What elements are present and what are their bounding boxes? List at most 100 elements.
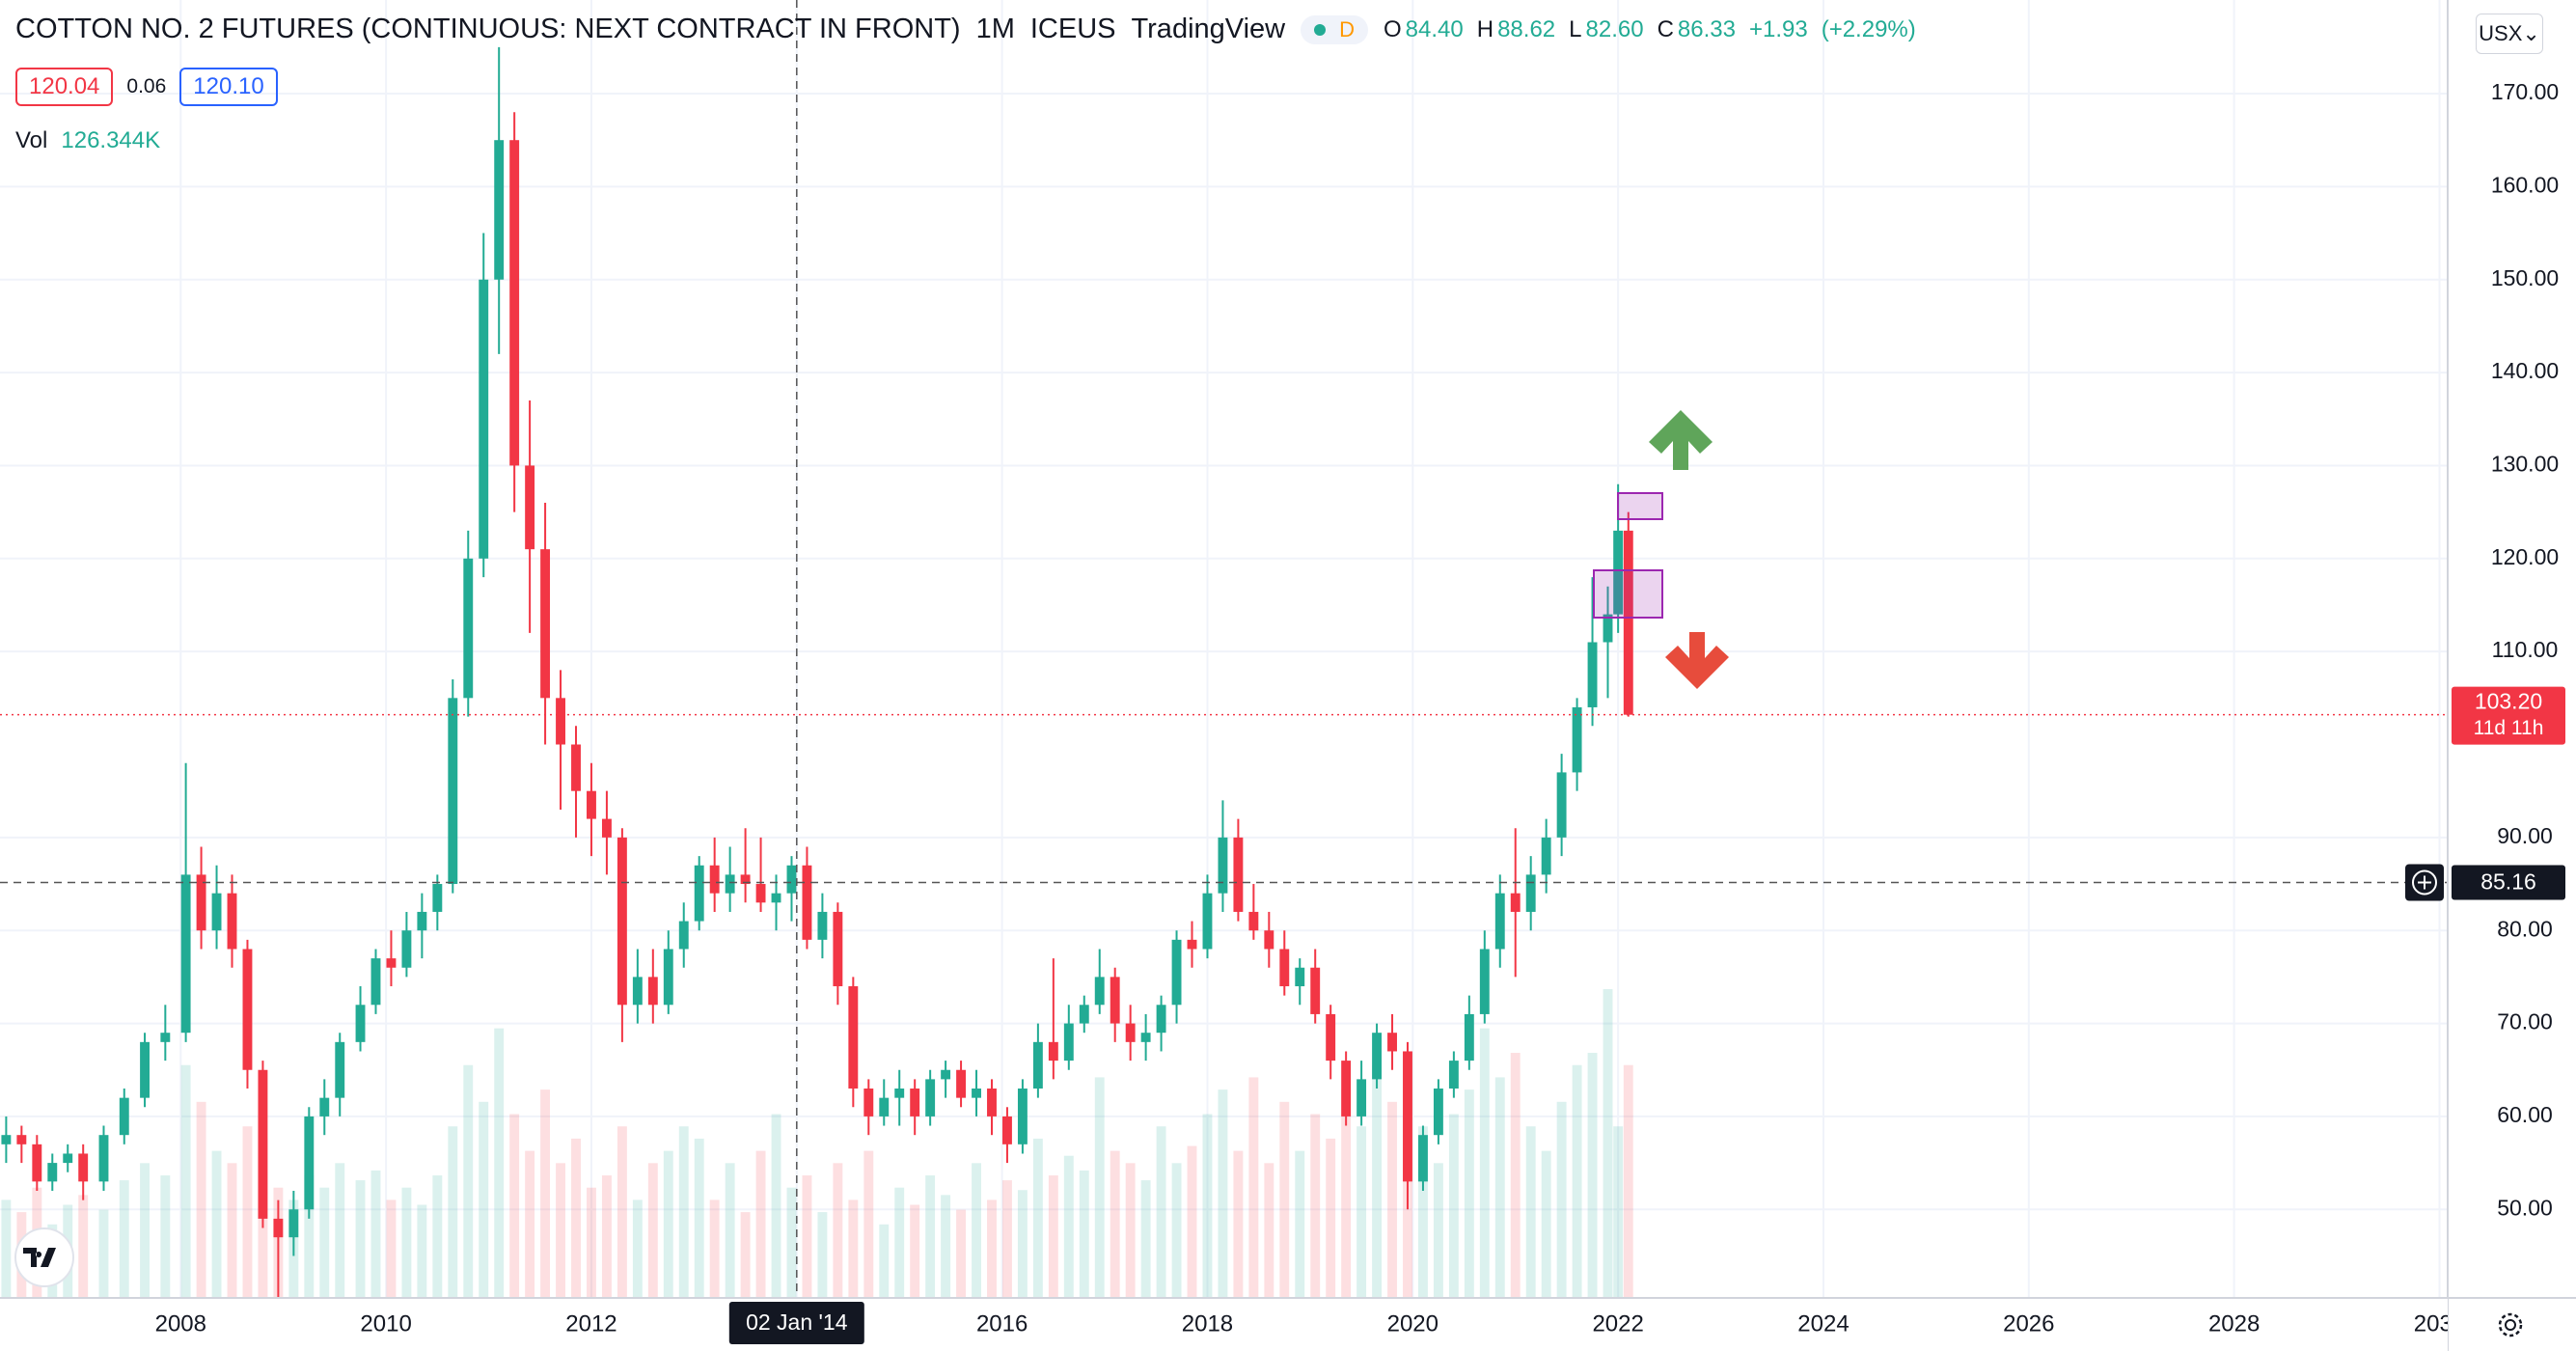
- y-tick-label: 160.00: [2491, 172, 2559, 197]
- candle-body: [771, 893, 781, 903]
- crosshair-price-tag: [2452, 865, 2565, 900]
- volume-bar: [525, 1150, 535, 1298]
- y-tick-label: 150.00: [2491, 265, 2559, 290]
- volume-bar: [1279, 1101, 1290, 1298]
- candle-body: [509, 140, 520, 466]
- volume-bar: [140, 1163, 150, 1298]
- volume-bar: [1171, 1163, 1182, 1298]
- candle-body: [1187, 939, 1197, 950]
- volume-bar: [925, 1175, 936, 1298]
- buy-button[interactable]: 120.10: [179, 68, 278, 106]
- volume-bar: [755, 1150, 766, 1298]
- candle-body: [740, 874, 751, 885]
- volume-bar: [355, 1180, 366, 1298]
- volume-bar: [1479, 1028, 1490, 1298]
- candle-body: [1218, 837, 1228, 894]
- volume-bar: [1418, 1126, 1428, 1298]
- candle-body: [32, 1144, 42, 1182]
- volume-bar: [1603, 989, 1613, 1298]
- volume-bar: [1063, 1155, 1074, 1298]
- volume-bar: [1572, 1064, 1582, 1298]
- session-badge[interactable]: D: [1301, 14, 1368, 44]
- candle-body: [709, 865, 720, 894]
- candle-body: [211, 893, 222, 931]
- candle-body: [1279, 949, 1290, 987]
- candle-body: [1264, 930, 1274, 950]
- candle-body: [227, 893, 237, 950]
- volume-bar: [956, 1209, 967, 1298]
- candle-body: [401, 930, 412, 968]
- candle-body: [1572, 706, 1582, 773]
- volume-bar: [1079, 1170, 1089, 1298]
- candle-body: [1156, 1005, 1166, 1034]
- legend-change: +1.93: [1748, 15, 1808, 42]
- down-arrow: [1665, 632, 1729, 689]
- candle-body: [119, 1097, 129, 1136]
- candle-body: [1603, 614, 1613, 643]
- volume-bar: [601, 1175, 612, 1298]
- x-tick-label: 2010: [360, 1310, 411, 1337]
- currency-selector[interactable]: USX ⌄: [2476, 14, 2543, 54]
- volume-bar: [160, 1175, 171, 1298]
- x-tick-label: 2018: [1182, 1310, 1233, 1337]
- legend-value: 88.62: [1497, 15, 1556, 42]
- candle-body: [556, 698, 565, 745]
- up-arrow: [1649, 410, 1713, 470]
- sell-button[interactable]: 120.04: [15, 68, 114, 106]
- volume-bar: [319, 1187, 330, 1298]
- zone-box: [1593, 569, 1663, 619]
- volume-bar: [1326, 1138, 1336, 1298]
- settings-icon: [2505, 1319, 2516, 1331]
- x-tick-label: 2020: [1387, 1310, 1439, 1337]
- volume-bar: [571, 1138, 581, 1298]
- volume-bar: [1433, 1163, 1443, 1298]
- volume-bar: [211, 1150, 222, 1298]
- volume-bar: [370, 1170, 381, 1298]
- candle-body: [879, 1097, 890, 1117]
- candle-body: [1556, 772, 1567, 838]
- volume-label: Vol: [15, 127, 48, 153]
- crosshair-time-label: 02 Jan '14: [746, 1310, 848, 1335]
- candle-body: [16, 1135, 27, 1144]
- volume-bar: [1248, 1077, 1259, 1298]
- candle-body: [1063, 1023, 1074, 1062]
- candle-body: [304, 1116, 315, 1210]
- crosshair-price-label: 85.16: [2480, 869, 2536, 895]
- candle-body: [941, 1069, 951, 1080]
- candle-body: [1623, 530, 1633, 715]
- candle-body: [755, 884, 766, 903]
- source: TradingView: [1131, 14, 1286, 44]
- volume-bar: [1556, 1101, 1567, 1298]
- legend-value: 86.33: [1677, 15, 1736, 42]
- volume-bar: [1032, 1138, 1043, 1298]
- candle-body: [1418, 1135, 1428, 1182]
- candle-body: [1510, 893, 1521, 912]
- volume-bar: [1341, 1089, 1352, 1298]
- volume-bar: [725, 1163, 735, 1298]
- x-tick-label: 2022: [1592, 1310, 1643, 1337]
- volume-bar: [802, 1175, 812, 1298]
- currency: USX: [2479, 21, 2523, 45]
- volume-bar: [1002, 1180, 1012, 1298]
- candle-body: [1464, 1013, 1474, 1062]
- volume-bar: [119, 1180, 129, 1298]
- volume-bar: [1510, 1053, 1521, 1298]
- candle-body: [273, 1218, 284, 1238]
- volume-bar: [304, 1175, 315, 1298]
- volume-bar: [678, 1126, 689, 1298]
- volume-bar: [78, 1195, 89, 1298]
- volume-bar: [1541, 1150, 1551, 1298]
- volume-bar: [941, 1195, 951, 1298]
- volume-bar: [386, 1199, 397, 1298]
- volume-bar: [833, 1163, 843, 1298]
- volume-bar: [771, 1114, 781, 1298]
- candle-body: [802, 865, 812, 940]
- volume-bar: [1310, 1114, 1321, 1298]
- volume-bar: [479, 1101, 489, 1298]
- interval[interactable]: 1M: [975, 14, 1015, 44]
- y-tick-label: 70.00: [2497, 1009, 2553, 1034]
- price-axis: [2448, 0, 2576, 1351]
- candle-body: [242, 949, 253, 1070]
- y-tick-label: 60.00: [2497, 1102, 2553, 1127]
